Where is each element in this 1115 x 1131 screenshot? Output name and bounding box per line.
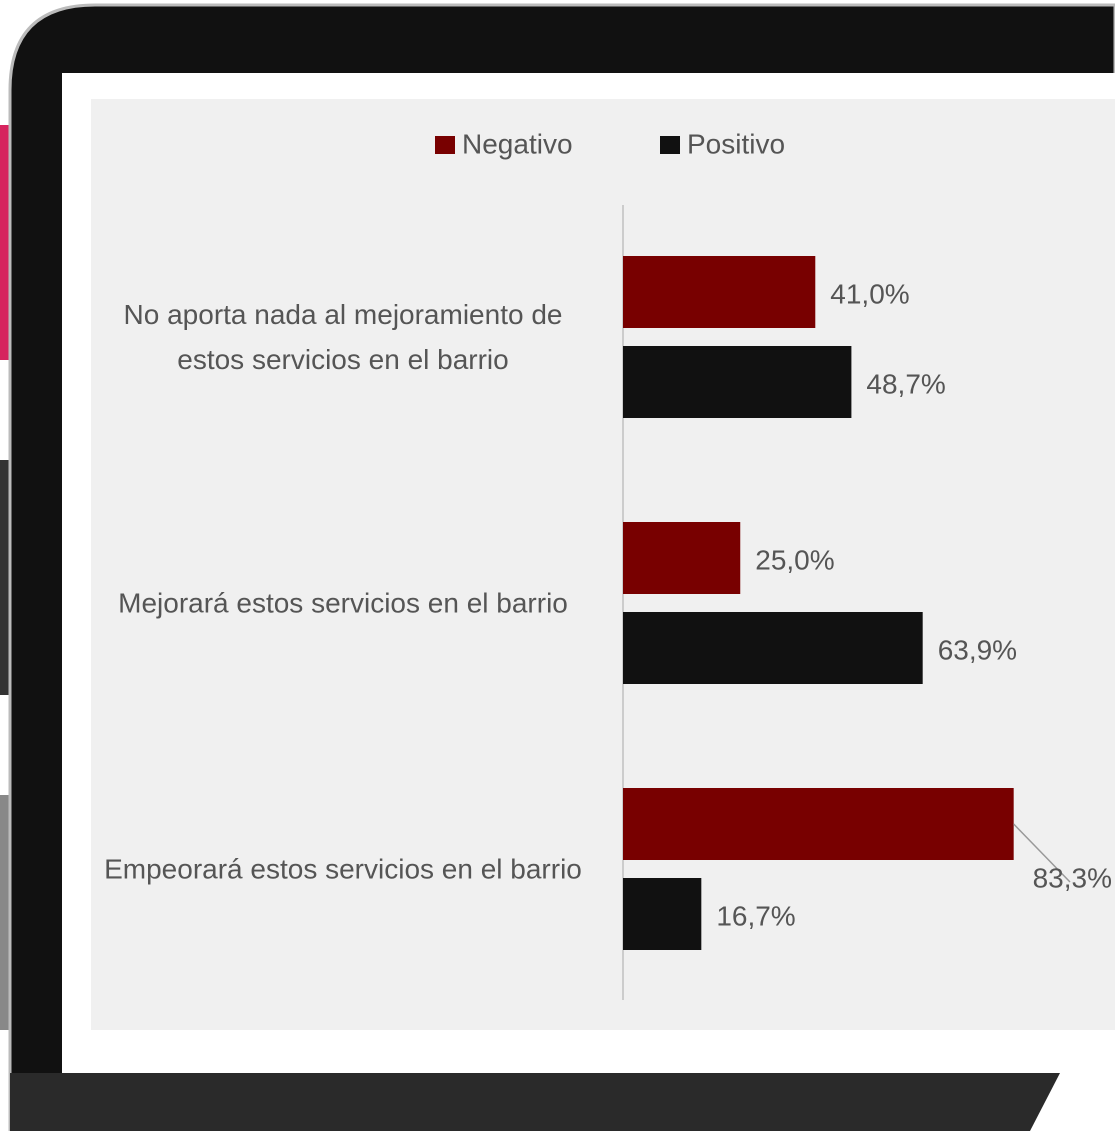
value-label: 48,7% — [866, 368, 945, 399]
legend-swatch — [660, 136, 680, 154]
bar — [623, 788, 1014, 860]
bar — [623, 878, 702, 950]
value-label: 63,9% — [938, 634, 1017, 665]
value-label: 41,0% — [830, 278, 909, 309]
bar — [623, 522, 741, 594]
category-label: Empeorará estos servicios en el barrio — [104, 853, 582, 885]
legend-label: Negativo — [462, 128, 573, 159]
value-label: 83,3% — [1033, 862, 1112, 893]
bezel-bottom — [10, 1073, 1115, 1131]
legend-label: Positivo — [687, 128, 785, 159]
bar — [623, 256, 816, 328]
bar — [623, 612, 923, 684]
legend-swatch — [435, 136, 455, 154]
value-label: 16,7% — [716, 900, 795, 931]
leader-line — [1013, 823, 1071, 883]
chart-background — [91, 99, 1115, 1030]
bar — [623, 346, 852, 418]
bezel-cut — [1030, 1073, 1115, 1131]
category-label: Mejorará estos servicios en el barrio — [118, 587, 568, 619]
category-label: No aporta nada al mejoramiento de estos … — [123, 299, 563, 375]
value-label: 25,0% — [755, 544, 834, 575]
